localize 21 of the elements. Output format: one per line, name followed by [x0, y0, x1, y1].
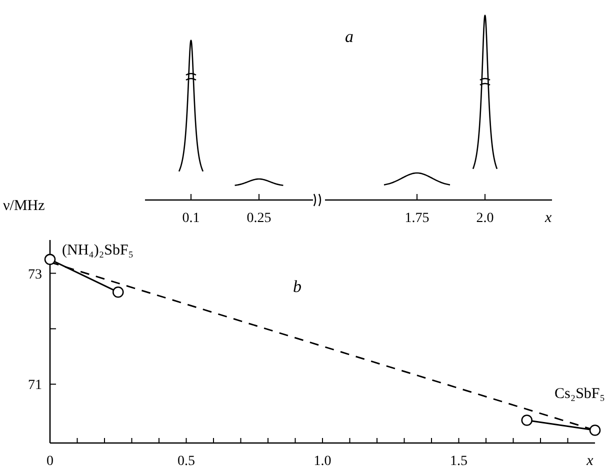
text: a — [345, 27, 354, 46]
x-axis-title: x — [586, 453, 594, 469]
y-axis-title: ν/MHz — [3, 198, 46, 214]
point — [44, 254, 56, 266]
x-tick-label: 1.5 — [450, 454, 468, 469]
x-tick-label: 0 — [46, 454, 54, 469]
text: b — [293, 277, 302, 296]
x-tick-label: 0.5 — [178, 454, 195, 469]
category-label: 2.0 — [476, 211, 494, 226]
text: x — [544, 210, 552, 226]
category-label: 0.25 — [246, 211, 272, 226]
point — [589, 424, 601, 436]
x-tick-label: 1.0 — [314, 454, 332, 469]
point — [112, 286, 124, 298]
y-tick-label: 73 — [28, 267, 42, 282]
category-label: 1.75 — [404, 211, 430, 226]
category-label: 0.1 — [182, 211, 200, 226]
point — [521, 414, 533, 426]
annotation: Cs₂SbF₅ — [554, 386, 605, 402]
annotation: (NH₄)₂SbF₅ — [62, 242, 134, 258]
y-tick-label: 71 — [28, 378, 42, 394]
